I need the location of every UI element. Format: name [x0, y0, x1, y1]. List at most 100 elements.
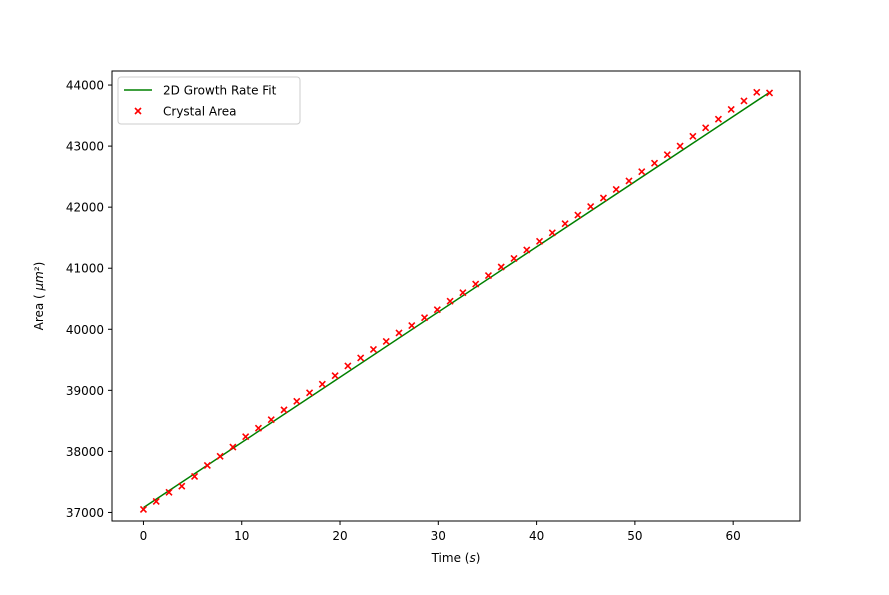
data-point — [203, 461, 211, 470]
data-point-stroke — [229, 443, 237, 451]
data-point — [510, 254, 518, 263]
data-point-stroke — [535, 237, 544, 245]
data-point-stroke — [203, 461, 211, 470]
data-point-stroke — [612, 185, 620, 194]
data-point-stroke — [561, 220, 569, 228]
data-point — [408, 322, 416, 330]
data-point — [484, 271, 492, 280]
data-point — [190, 472, 199, 480]
data-point-stroke — [740, 97, 748, 105]
data-point-stroke — [472, 280, 480, 288]
x-tick-label: 40 — [529, 529, 544, 543]
data-point — [139, 505, 148, 513]
y-tick-label: 37000 — [66, 506, 104, 520]
data-point-stroke — [676, 142, 684, 150]
x-tick-label: 10 — [234, 529, 249, 543]
data-point-stroke — [625, 177, 633, 185]
data-point — [459, 289, 467, 297]
data-point — [574, 211, 582, 219]
data-point — [587, 202, 595, 211]
data-point — [765, 89, 774, 97]
data-point — [331, 372, 339, 380]
legend-marker-swatch — [134, 107, 142, 115]
data-point — [369, 345, 378, 353]
data-point-stroke — [727, 105, 735, 114]
data-point-stroke — [267, 416, 275, 424]
data-point — [561, 220, 569, 228]
data-point-stroke — [459, 289, 467, 297]
legend-label-fit: 2D Growth Rate Fit — [163, 84, 277, 98]
data-point — [446, 297, 454, 305]
y-tick-label: 42000 — [66, 201, 104, 215]
data-point-stroke — [574, 211, 582, 219]
y-axis: 37000 38000 39000 40000 41000 42000 43000 44000 — [66, 79, 112, 520]
x-tick-label: 30 — [431, 529, 446, 543]
data-point-stroke — [523, 246, 531, 254]
data-point — [497, 263, 505, 271]
y-tick-label: 44000 — [66, 79, 104, 93]
data-point-stroke — [395, 329, 403, 337]
data-point-stroke — [165, 488, 173, 496]
data-point — [727, 105, 735, 114]
data-point-stroke — [765, 89, 774, 97]
data-point — [612, 185, 620, 194]
series-layer — [139, 88, 774, 513]
data-point — [395, 329, 403, 337]
data-point — [523, 246, 531, 254]
data-point-stroke — [178, 482, 186, 490]
x-axis: 0 10 20 30 40 50 60 — [140, 521, 741, 543]
data-point — [242, 433, 250, 441]
data-point — [625, 177, 633, 185]
data-point — [753, 88, 761, 96]
data-point-stroke — [638, 168, 646, 176]
axes-frame — [111, 70, 801, 522]
data-point-stroke — [548, 229, 556, 237]
data-point-stroke — [510, 254, 518, 263]
data-point — [229, 443, 237, 451]
data-point-stroke — [753, 88, 761, 96]
data-point — [382, 337, 390, 346]
data-point-stroke — [305, 389, 314, 397]
data-point — [165, 488, 173, 496]
data-point — [535, 237, 544, 245]
data-point-stroke — [650, 159, 659, 167]
data-point-stroke — [369, 345, 378, 353]
data-point — [344, 362, 352, 370]
data-point-stroke — [382, 337, 390, 346]
x-tick-label: 60 — [726, 529, 741, 543]
data-point — [357, 354, 365, 362]
data-point-stroke — [331, 372, 339, 380]
data-point — [178, 482, 186, 490]
data-point-stroke — [293, 397, 301, 405]
data-point-stroke — [663, 151, 671, 159]
data-point — [740, 97, 748, 105]
data-point-stroke — [702, 124, 710, 132]
data-point-stroke — [587, 202, 595, 211]
legend: 2D Growth Rate Fit Crystal Area — [117, 76, 301, 125]
data-point-stroke — [408, 322, 416, 330]
x-tick-label: 0 — [140, 529, 148, 543]
data-point-stroke — [318, 380, 326, 388]
y-tick-label: 40000 — [66, 323, 104, 337]
data-point-stroke — [280, 406, 288, 414]
data-point — [663, 151, 671, 159]
data-point — [599, 194, 607, 202]
data-point — [216, 452, 224, 460]
data-point-stroke — [689, 132, 697, 140]
y-axis-title: Area ( μm²) — [32, 262, 46, 331]
data-point — [305, 389, 314, 397]
x-tick-label: 20 — [332, 529, 347, 543]
data-point — [420, 314, 429, 322]
data-point-stroke — [152, 497, 160, 506]
data-point-stroke — [433, 306, 441, 314]
y-tick-label: 39000 — [66, 384, 104, 398]
x-axis-title: Time (s) — [431, 551, 481, 565]
data-point-stroke — [599, 194, 607, 202]
data-point-stroke — [139, 505, 148, 513]
data-point-stroke — [714, 115, 722, 123]
data-point-stroke — [446, 297, 454, 305]
y-tick-label: 41000 — [66, 262, 104, 276]
data-point — [433, 306, 441, 314]
data-point-stroke — [216, 452, 224, 460]
